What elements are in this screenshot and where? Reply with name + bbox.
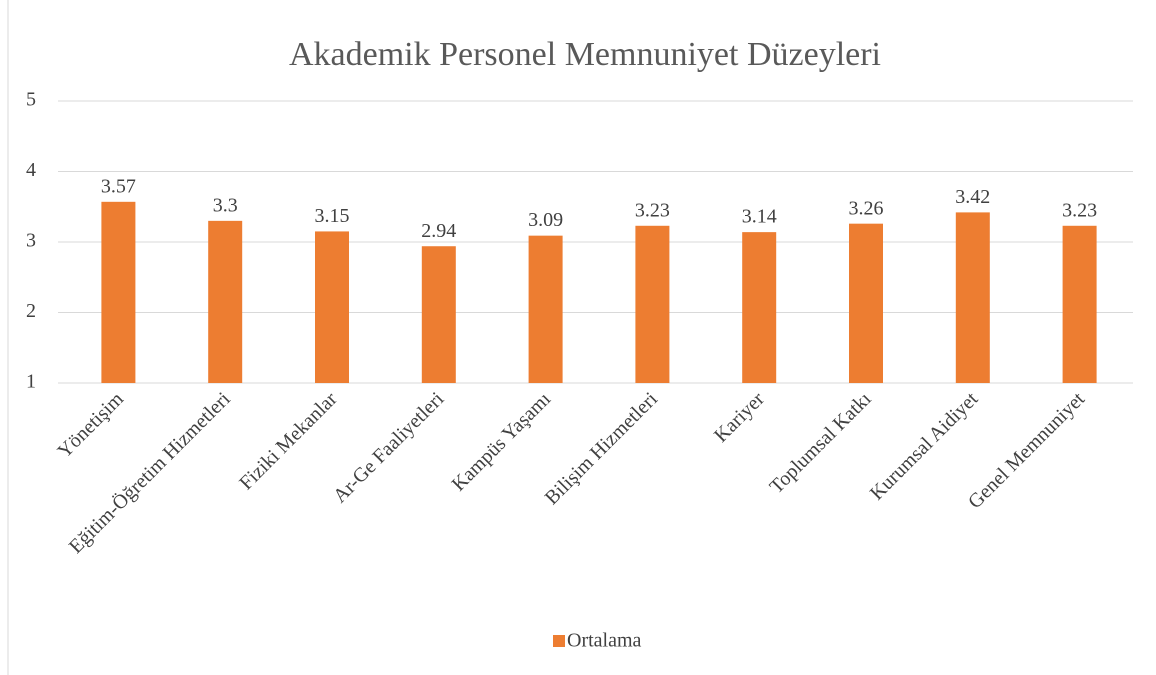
bar [421,246,456,383]
y-tick-label: 2 [26,300,36,322]
data-label: 3.42 [955,186,990,208]
data-label: 3.23 [635,199,670,221]
data-label: 3.57 [101,175,136,197]
legend-swatch [553,635,565,647]
bar [208,220,243,383]
chart-title: Akademik Personel Memnuniyet Düzeyleri [289,36,881,73]
bar [849,223,883,383]
bar [101,201,136,383]
data-label: 3.3 [213,194,238,216]
data-label: 2.94 [421,220,456,242]
data-label: 3.15 [315,205,350,227]
y-tick-label: 3 [26,230,36,252]
y-tick-label: 5 [26,89,36,111]
y-tick-label: 4 [26,159,36,181]
bar [528,235,563,383]
bar [635,225,670,383]
data-label: 3.23 [1062,199,1097,221]
data-label: 3.14 [742,206,777,228]
bar [955,212,990,383]
legend-label: Ortalama [567,630,642,652]
bar [742,232,777,383]
bar [1062,225,1097,383]
bar [315,231,349,383]
data-label: 3.26 [849,197,884,219]
y-tick-label: 1 [26,371,36,393]
data-label: 3.09 [528,209,563,231]
